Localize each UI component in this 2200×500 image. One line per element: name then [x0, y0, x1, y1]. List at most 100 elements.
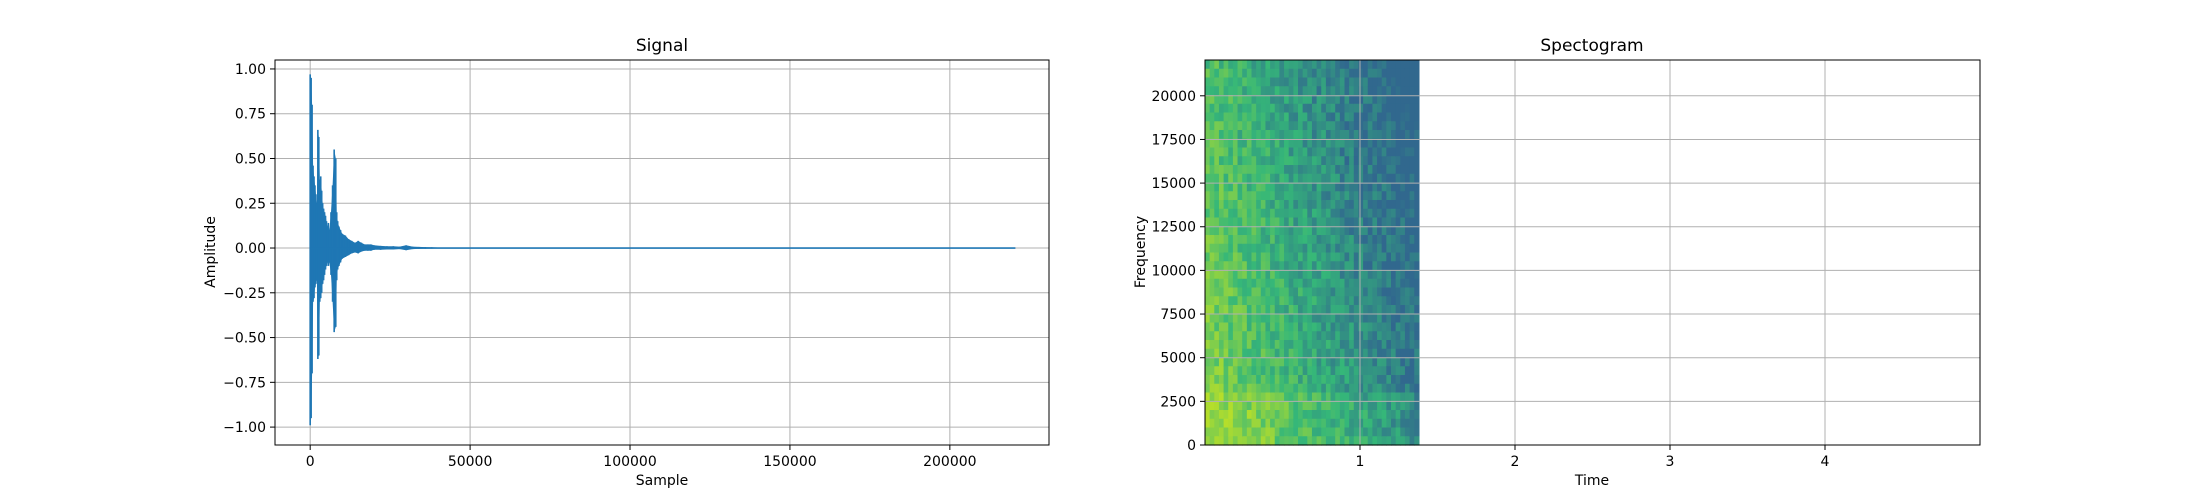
spectrogram-cell — [1381, 392, 1387, 402]
spectrogram-cell — [1307, 138, 1313, 149]
spectrogram-cell — [1237, 173, 1243, 184]
spectrogram-cell — [1335, 165, 1341, 175]
spectrogram-cell — [1404, 392, 1411, 402]
spectrogram-cell — [1409, 313, 1415, 324]
spectrogram-cell — [1246, 261, 1253, 271]
spectrogram-cell — [1284, 235, 1290, 245]
spectrogram-cell — [1377, 252, 1383, 262]
spectrogram-cell — [1279, 60, 1285, 70]
spectrogram-cell — [1242, 348, 1248, 359]
spectrogram-cell — [1372, 191, 1378, 201]
spectrogram-cell — [1246, 348, 1253, 359]
spectrogram-cell — [1307, 418, 1313, 429]
spectrogram-cell — [1256, 340, 1262, 350]
spectrogram-cell — [1330, 261, 1336, 271]
spectrogram-cell — [1265, 375, 1271, 385]
spectrogram-cell — [1311, 418, 1318, 429]
spectrogram-cell — [1246, 200, 1253, 210]
spectrogram-cell — [1242, 252, 1248, 262]
spectrogram-cell — [1228, 348, 1234, 359]
spectrogram-cell — [1228, 313, 1234, 324]
spectrogram-cell — [1274, 243, 1280, 254]
spectrogram-cell — [1288, 261, 1294, 271]
spectrogram-cell — [1349, 86, 1355, 96]
spectrogram-cell — [1218, 322, 1225, 332]
spectrogram-cell — [1335, 322, 1341, 332]
spectrogram-cell — [1284, 182, 1290, 192]
spectrogram-cell — [1293, 261, 1299, 271]
spectrogram-cell — [1293, 182, 1299, 192]
spectrogram-cell — [1400, 401, 1406, 411]
spectrogram-cell — [1237, 348, 1243, 359]
spectrogram-cell — [1381, 200, 1387, 210]
spectrogram-cell — [1409, 235, 1415, 245]
spectrogram-cell — [1242, 60, 1248, 70]
spectrogram-cell — [1409, 305, 1415, 315]
spectrogram-cell — [1353, 348, 1360, 359]
spectrogram-cell — [1279, 340, 1285, 350]
spectrogram-cell — [1409, 383, 1415, 394]
spectrogram-cell — [1288, 313, 1294, 324]
spectrogram-cell — [1386, 340, 1392, 350]
spectrogram-cell — [1260, 112, 1267, 122]
spectrogram-cell — [1344, 77, 1350, 87]
spectrogram-cell — [1293, 375, 1299, 385]
spectrogram-cell — [1311, 60, 1318, 70]
spectrogram-cell — [1274, 392, 1280, 402]
spectrogram-cell — [1265, 173, 1271, 184]
spectrogram-cell — [1391, 305, 1397, 315]
spectrogram-cell — [1325, 130, 1332, 140]
spectrogram-cell — [1284, 313, 1290, 324]
spectrogram-cell — [1209, 130, 1215, 140]
spectrogram-cell — [1367, 436, 1373, 446]
spectrogram-cell — [1344, 383, 1350, 394]
spectrogram-cell — [1228, 340, 1234, 350]
spectrogram-cell — [1325, 103, 1332, 114]
spectrogram-cell — [1404, 138, 1411, 149]
spectrogram-cell — [1339, 182, 1346, 192]
spectrogram-cell — [1367, 401, 1373, 411]
spectrogram-cell — [1391, 340, 1397, 350]
spectrogram-cell — [1293, 348, 1299, 359]
spectrogram-cell — [1321, 261, 1327, 271]
spectrogram-cell — [1330, 278, 1336, 289]
spectrogram-cell — [1377, 208, 1383, 219]
spectrogram-cell — [1400, 427, 1406, 437]
spectrogram-cell — [1307, 68, 1313, 79]
spectrogram-cell — [1237, 217, 1243, 227]
spectrogram-cell — [1335, 252, 1341, 262]
spectrogram-cell — [1242, 418, 1248, 429]
spectrogram-cell — [1335, 191, 1341, 201]
spectrogram-cell — [1298, 410, 1304, 420]
spectrogram-cell — [1386, 252, 1392, 262]
spectrogram-cell — [1372, 261, 1378, 271]
spectrogram-cell — [1293, 60, 1299, 70]
spectrogram-cell — [1377, 235, 1383, 245]
spectrogram-cell — [1395, 252, 1401, 262]
spectrogram-cell — [1274, 138, 1280, 149]
spectrogram-cell — [1237, 147, 1243, 157]
spectrogram-cell — [1307, 243, 1313, 254]
spectrogram-cell — [1404, 147, 1411, 157]
spectrogram-cell — [1404, 217, 1411, 227]
spectrogram-cell — [1372, 77, 1378, 87]
spectrogram-cell — [1293, 95, 1299, 105]
spectrogram-cell — [1232, 173, 1239, 184]
spectrogram-cell — [1311, 261, 1318, 271]
spectrogram-cell — [1256, 287, 1262, 297]
spectrogram-cell — [1363, 165, 1369, 175]
spectrogram-cell — [1274, 287, 1280, 297]
spectrogram-cell — [1274, 226, 1280, 236]
spectrogram-cell — [1316, 270, 1322, 280]
spectrogram-cell — [1358, 208, 1364, 219]
spectrogram-cell — [1307, 156, 1313, 166]
spectrogram-cell — [1223, 121, 1229, 131]
spectrogram-cell — [1409, 226, 1415, 236]
spectrogram-cell — [1321, 392, 1327, 402]
spectrogram-cell — [1404, 235, 1411, 245]
spectrogram-cell — [1274, 60, 1280, 70]
spectrogram-cell — [1391, 331, 1397, 341]
spectrogram-cell — [1228, 366, 1234, 376]
spectrogram-cell — [1321, 173, 1327, 184]
spectrogram-cell — [1335, 436, 1341, 446]
